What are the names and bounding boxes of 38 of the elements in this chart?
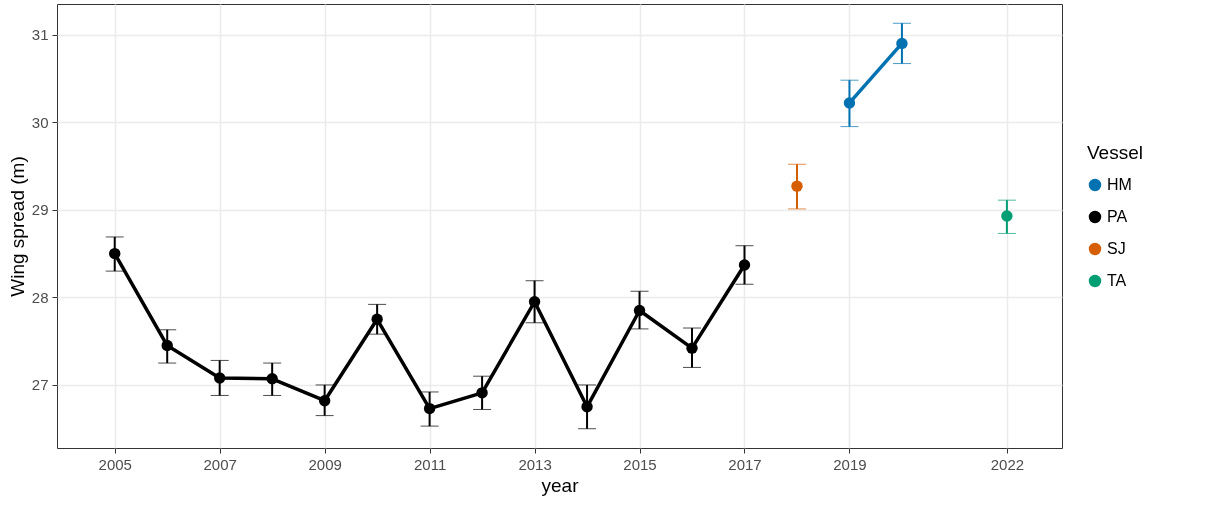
- point: [791, 180, 803, 192]
- x-axis-title: year: [541, 474, 580, 496]
- x-tick-label: 2022: [990, 455, 1025, 473]
- y-tick-label: 28: [31, 288, 49, 306]
- point: [213, 372, 226, 384]
- legend-label: PA: [1107, 208, 1128, 225]
- x-tick-label: 2005: [98, 455, 132, 473]
- point: [843, 97, 856, 109]
- point: [686, 342, 698, 354]
- x-tick-label: 2013: [518, 455, 552, 473]
- x-tick-label: 2007: [203, 455, 237, 473]
- point: [266, 373, 278, 385]
- x-tick-label: 2019: [833, 455, 867, 473]
- y-tick-label: 30: [31, 113, 49, 131]
- point: [581, 401, 593, 413]
- legend-label: HM: [1107, 176, 1132, 193]
- point: [371, 313, 383, 325]
- x-tick-label: 2017: [728, 455, 762, 473]
- point: [633, 304, 646, 317]
- point: [423, 402, 436, 415]
- point: [109, 247, 121, 260]
- point: [896, 37, 908, 50]
- point: [738, 259, 751, 271]
- y-tick-label: 31: [31, 26, 49, 44]
- point: [476, 387, 488, 399]
- legend-title: Vessel: [1087, 142, 1143, 163]
- point: [528, 296, 541, 308]
- point: [318, 395, 331, 407]
- legend-label: TA: [1107, 272, 1127, 289]
- legend-label: SJ: [1107, 240, 1126, 257]
- x-tick-label: 2015: [623, 455, 657, 473]
- x-tick-label: 2009: [308, 455, 342, 473]
- x-tick-label: 2011: [413, 455, 447, 473]
- point: [161, 339, 173, 352]
- point: [1001, 210, 1013, 222]
- y-tick-label: 27: [31, 376, 49, 394]
- y-tick-label: 29: [31, 201, 49, 219]
- y-axis-title: Wing spread (m): [6, 156, 28, 297]
